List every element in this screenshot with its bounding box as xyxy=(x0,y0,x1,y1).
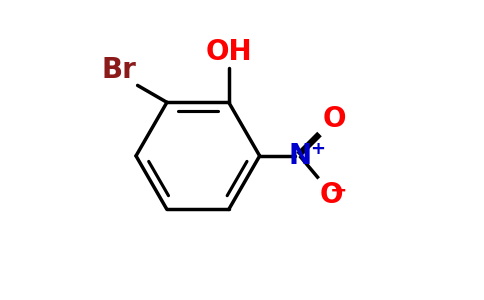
Text: N: N xyxy=(288,142,311,170)
Text: O: O xyxy=(320,181,344,209)
Text: OH: OH xyxy=(205,38,252,66)
Text: +: + xyxy=(310,140,325,158)
Text: Br: Br xyxy=(101,56,136,84)
Text: −: − xyxy=(330,181,348,201)
Text: O: O xyxy=(323,105,347,133)
